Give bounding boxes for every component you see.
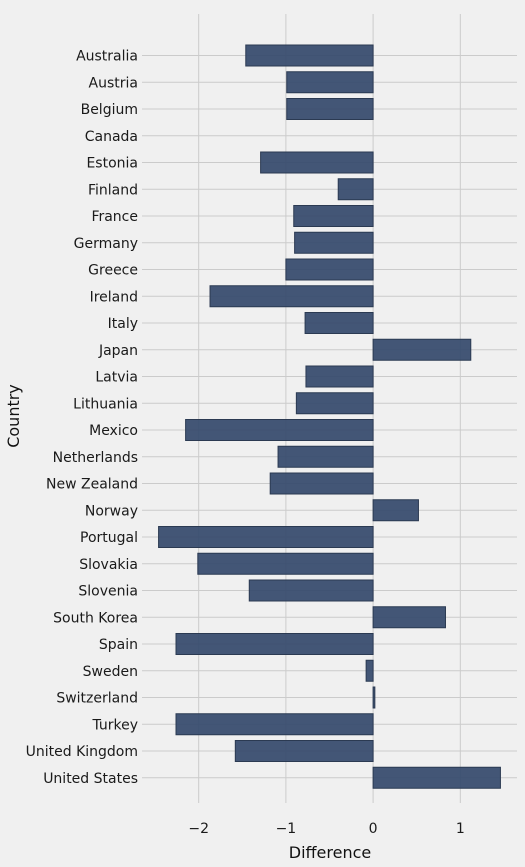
bar-japan: [372, 338, 472, 361]
bar-united-states: [372, 766, 501, 789]
y-tick-label: Latvia: [95, 370, 138, 386]
y-tick-label: Finland: [88, 182, 138, 198]
x-tick-label: −2: [188, 821, 209, 837]
bar-finland: [337, 178, 374, 201]
y-tick-label: New Zealand: [46, 477, 138, 493]
y-tick-label: Estonia: [86, 156, 138, 172]
y-tick-label: Germany: [74, 236, 138, 252]
y-tick-label: Ireland: [90, 289, 138, 305]
y-tick-label: Spain: [99, 637, 138, 653]
bar-netherlands: [277, 445, 374, 468]
y-tick-labels: Australia Austria Belgium Canada Estonia Finl…: [26, 49, 138, 787]
x-tick-label: 1: [456, 821, 465, 837]
y-tick-label: Slovenia: [78, 584, 138, 600]
bar-france: [293, 205, 374, 227]
y-tick-label: Mexico: [89, 423, 138, 439]
bar-spain: [175, 633, 374, 655]
bar-germany: [294, 231, 374, 254]
bar-belgium: [286, 98, 374, 120]
y-tick-label: United States: [43, 771, 138, 787]
x-axis-title: Difference: [289, 843, 371, 862]
y-tick-label: Lithuania: [73, 396, 138, 412]
bar-slovakia: [197, 552, 374, 575]
bar-switzerland: [372, 686, 376, 709]
y-tick-label: Slovakia: [79, 557, 138, 573]
bar-turkey: [175, 713, 374, 736]
x-tick-labels: −2 −1 0 1: [188, 821, 464, 837]
x-tick-label: −1: [276, 821, 297, 837]
y-tick-label: Italy: [108, 316, 138, 332]
bar-italy: [304, 312, 374, 334]
bar-estonia: [260, 151, 374, 174]
y-tick-label: Sweden: [83, 664, 138, 680]
y-tick-label: Canada: [85, 129, 138, 145]
y-tick-label: Greece: [88, 263, 138, 279]
bars: [158, 44, 501, 789]
y-axis-title: Country: [4, 384, 23, 448]
y-tick-label: Australia: [76, 49, 138, 65]
bar-south-korea: [372, 606, 446, 629]
bar-united-kingdom: [234, 740, 374, 762]
y-tick-label: South Korea: [53, 610, 138, 626]
bar-portugal: [158, 526, 374, 548]
bar-greece: [285, 258, 374, 281]
y-tick-label: Switzerland: [56, 691, 138, 707]
bar-slovenia: [248, 579, 374, 602]
bar-lithuania: [295, 392, 374, 415]
y-tick-label: Japan: [98, 343, 138, 359]
bar-latvia: [305, 365, 374, 388]
y-tick-label: Turkey: [91, 717, 138, 733]
bar-mexico: [185, 419, 374, 441]
x-tick-label: 0: [369, 821, 378, 837]
y-tick-label: Portugal: [80, 530, 138, 546]
y-tick-label: Norway: [85, 503, 138, 519]
y-tick-label: Belgium: [81, 102, 138, 118]
bar-new-zealand: [269, 472, 374, 495]
y-tick-label: Austria: [89, 75, 138, 91]
bar-austria: [286, 71, 374, 94]
bar-australia: [245, 44, 374, 67]
bar-ireland: [209, 285, 374, 308]
y-tick-label: United Kingdom: [26, 744, 138, 760]
bar-sweden: [365, 659, 374, 682]
bar-norway: [372, 499, 419, 522]
y-tick-label: Netherlands: [53, 450, 138, 466]
y-tick-label: France: [91, 209, 138, 225]
